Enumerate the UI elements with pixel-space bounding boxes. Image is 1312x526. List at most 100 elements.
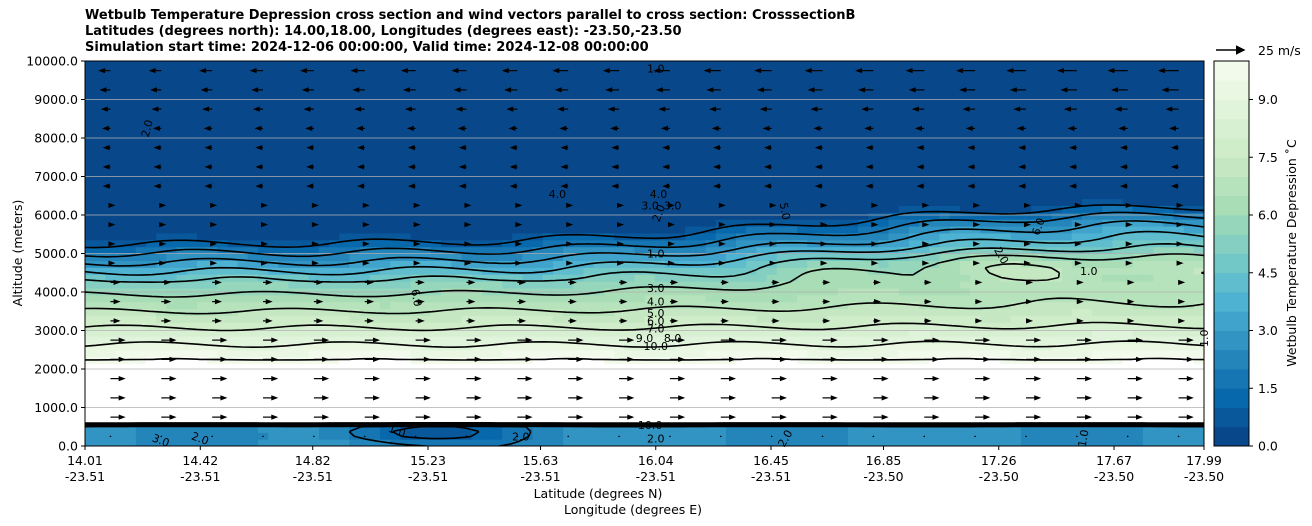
field-cell [268,226,279,234]
field-cell [898,281,910,289]
field-cell [797,267,808,275]
field-cell [85,116,96,124]
field-cell [135,88,147,96]
field-cell [573,322,585,330]
field-cell [552,212,564,220]
field-cell [257,370,269,378]
field-cell [613,122,625,131]
field-cell [146,308,157,316]
field-cell [746,74,757,83]
field-cell [135,81,147,90]
field-cell [644,219,656,227]
field-cell [278,184,290,193]
field-cell [552,384,564,392]
field-cell [573,267,585,275]
field-cell [858,143,869,151]
field-cell [919,253,930,261]
field-cell [634,150,646,158]
field-cell [634,226,646,234]
field-cell [491,384,503,392]
field-cell [776,274,788,282]
field-cell [980,370,991,378]
field-cell [634,136,646,145]
field-cell [135,397,147,406]
field-cell [919,329,930,337]
field-cell [115,267,127,275]
field-cell [939,116,951,124]
field-cell [563,349,574,358]
field-cell [176,315,188,323]
field-cell [685,349,696,358]
field-cell [308,404,320,413]
field-cell [705,397,717,406]
field-cell [146,116,157,124]
field-cell [298,301,310,310]
field-cell [746,212,757,220]
field-cell [471,232,483,241]
field-cell [186,342,198,351]
field-cell [634,246,646,255]
field-cell [725,377,737,385]
field-cell [410,274,422,282]
field-cell [675,150,686,158]
field-cell [715,267,727,275]
field-cell [878,157,890,165]
field-cell [247,439,259,446]
field-cell [959,164,971,172]
field-cell [481,363,493,371]
field-cell [603,164,615,172]
field-cell [481,391,493,399]
field-cell [736,171,747,179]
field-cell [390,267,401,275]
field-cell [227,329,239,337]
field-cell [390,164,401,172]
field-cell [125,205,137,213]
field-cell [115,205,127,213]
field-cell [369,136,381,145]
field-cell [898,425,910,433]
field-cell [257,116,269,124]
field-cell [786,184,798,193]
field-cell [613,143,625,151]
field-cell [980,67,991,76]
field-cell [756,164,768,172]
field-cell [725,439,737,446]
field-cell [563,61,574,69]
field-cell [308,61,320,69]
field-cell [441,425,452,433]
field-cell [461,377,473,385]
field-cell [552,205,564,213]
field-cell [268,274,279,282]
field-cell [746,184,757,193]
field-cell [929,61,941,69]
field-cell [959,274,971,282]
field-cell [583,81,595,90]
field-cell [725,184,737,193]
field-cell [827,157,839,165]
field-cell [837,363,849,371]
field-cell [461,294,473,303]
field-cell [308,274,320,282]
field-cell [573,246,585,255]
field-cell [298,425,310,433]
field-cell [481,404,493,413]
field-cell [593,122,605,131]
field-cell [430,184,442,193]
field-cell [318,432,330,440]
field-cell [542,88,554,96]
field-cell [786,81,798,90]
field-cell [807,384,819,392]
field-cell [227,281,239,289]
field-cell [939,322,951,330]
field-cell [207,109,218,117]
field-cell [807,67,819,76]
field-cell [634,191,646,200]
field-cell [654,281,666,289]
field-cell [776,432,788,440]
field-cell [105,404,117,413]
field-cell [898,81,910,90]
field-cell [257,363,269,371]
field-cell [827,116,839,124]
field-cell [634,109,646,117]
field-cell [146,136,157,145]
